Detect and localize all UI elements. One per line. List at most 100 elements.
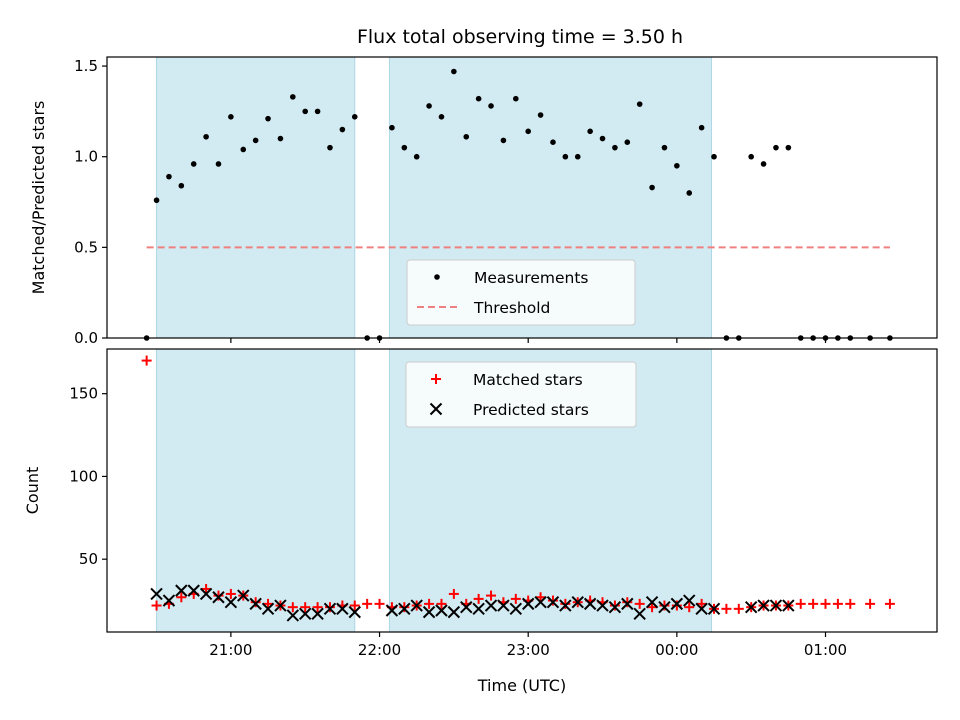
matched-star-marker [300,602,311,613]
matched-star-marker [362,598,373,609]
predicted-star-marker [559,599,572,612]
bottom-axes-frame [106,348,938,633]
top-y-tick-label: 0.0 [74,329,98,347]
predicted-star-marker [460,600,473,614]
matched-star-marker [250,597,261,608]
predicted-star-marker [311,607,324,621]
matched-star-marker [795,598,806,609]
x-tick-label: 22:00 [358,641,401,659]
measurement-point [339,126,346,133]
matched-star-marker [684,602,695,613]
predicted-star-marker [596,599,609,612]
predicted-star-marker [509,602,523,616]
matched-star-marker [733,603,744,614]
predicted-star-marker [621,597,634,611]
predicted-star-marker [249,597,262,611]
predicted-star-marker [175,584,188,597]
measurement-point [599,135,606,142]
x-tick-label: 00:00 [655,641,698,659]
matched-star-marker [374,598,385,609]
predicted-star-marker [534,596,547,609]
measurement-point [426,103,432,109]
measurement-point [748,153,754,160]
top-y-tick-label: 0.5 [74,238,98,256]
predicted-star-marker [769,599,783,612]
predicted-star-marker [336,602,349,616]
measurement-point [178,182,185,189]
top-y-axis-label: Matched/Predicted stars [29,101,48,295]
measurement-point [612,144,618,151]
measurement-point [451,68,457,75]
bottom-series-predicted-stars [150,584,795,622]
legend-label: Measurements [474,269,589,287]
matched-star-marker [884,598,895,609]
matched-star-marker [448,588,459,599]
measurement-point [537,112,544,118]
legend-label: Predicted stars [473,401,589,419]
matched-star-marker [287,602,298,613]
bottom-y-tick-label: 150 [69,385,98,403]
legend-label: Threshold [473,299,550,317]
matched-star-marker [436,598,447,609]
bottom-y-tick-label: 100 [69,467,98,485]
measurement-point [252,137,259,144]
measurement-point [302,108,309,115]
predicted-star-marker [608,600,622,614]
predicted-star-marker [199,587,213,601]
measurement-point [624,139,631,146]
predicted-star-marker [546,596,560,609]
measurement-point [550,139,556,146]
predicted-star-marker [286,609,300,622]
predicted-star-marker [435,604,448,617]
measurement-point [240,146,247,153]
legend-plus-marker [431,374,441,384]
measurement-point [190,161,197,167]
predicted-star-marker [410,599,423,612]
bottom-panel: 50 100 150 21:00 22:00 23:00 00:00 01:00 Count Ti… [23,348,938,695]
measurement-point [413,153,420,160]
predicted-star-marker [348,605,361,619]
x-tick-label: 01:00 [804,641,847,659]
bottom-legend: Matched stars Predicted stars [405,361,637,428]
matched-star-marker [399,602,410,613]
matched-star-marker [349,600,360,611]
predicted-star-marker [472,602,485,616]
matched-star-marker [560,598,571,609]
predicted-star-marker [757,599,770,612]
predicted-star-marker [521,597,535,611]
bottom-observing-window-1 [156,348,356,633]
measurement-point [277,135,284,142]
matched-star-marker [312,602,323,613]
measurement-point [488,103,494,109]
bottom-y-tick-label: 50 [79,550,98,568]
matched-star-marker [535,592,546,603]
legend-x-marker [429,402,443,416]
matched-star-marker [324,602,335,613]
measurement-point [686,190,693,196]
predicted-star-marker [422,605,436,619]
measurement-point [438,114,445,120]
legend-dot-marker [434,274,440,280]
predicted-star-marker [150,587,163,601]
x-axis-label: Time (UTC) [477,676,566,695]
predicted-star-marker [398,602,411,616]
predicted-star-marker [274,599,287,612]
predicted-star-marker [497,599,510,612]
matched-star-marker [832,598,843,609]
predicted-star-marker [670,597,684,611]
bottom-y-axis-label: Count [23,467,42,515]
measurement-point [215,161,222,167]
legend-label: Matched stars [473,371,583,389]
matched-star-marker [609,600,620,611]
x-tick-label: 21:00 [209,641,252,659]
matched-star-marker [141,355,152,366]
top-observing-window-1 [156,56,356,339]
matched-star-marker [721,603,732,614]
matched-star-marker [201,583,212,594]
predicted-star-marker [583,597,597,611]
measurement-point [290,94,296,100]
top-legend: Measurements Threshold [406,259,636,326]
measurement-point [327,144,333,151]
predicted-star-marker [299,607,312,621]
